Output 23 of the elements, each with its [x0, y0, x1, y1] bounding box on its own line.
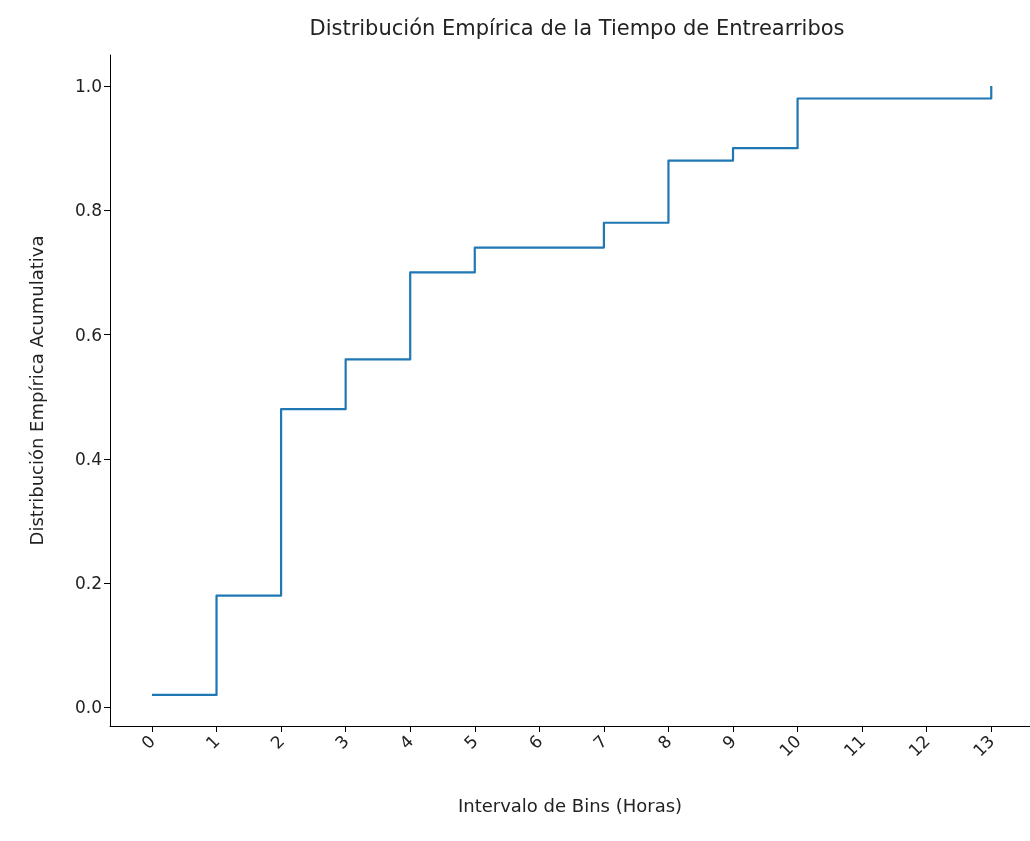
chart-title: Distribución Empírica de la Tiempo de Entrearribos — [309, 15, 845, 40]
y-tick-label: 0.8 — [74, 200, 102, 221]
x-tick-label: 2 — [266, 730, 289, 753]
x-tick-label: 7 — [589, 730, 611, 753]
y-tick-label: 0.2 — [74, 573, 102, 594]
x-axis-title: Intervalo de Bins (Horas) — [457, 794, 683, 816]
x-tick-label: 11 — [839, 730, 870, 761]
x-tick-label: 5 — [460, 730, 482, 753]
y-tick-label: 0.0 — [74, 697, 102, 718]
x-tick-label: 8 — [653, 730, 676, 753]
y-tick-label: 0.4 — [74, 448, 102, 469]
x-tick-label: 9 — [718, 730, 741, 753]
x-tick-label: 0 — [137, 730, 160, 753]
x-tick-label: 3 — [330, 730, 353, 753]
x-tick-label: 12 — [904, 730, 934, 761]
y-axis-title: Distribución Empírica Acumulativa — [25, 235, 47, 546]
x-tick-label: 10 — [775, 730, 805, 761]
x-tick-label: 13 — [968, 730, 999, 761]
x-tick-label: 6 — [524, 730, 547, 753]
y-tick-label: 0.6 — [74, 324, 102, 345]
y-tick-label: 1.0 — [74, 76, 102, 97]
x-tick-label: 1 — [201, 730, 224, 753]
x-tick-label: 4 — [395, 730, 418, 753]
